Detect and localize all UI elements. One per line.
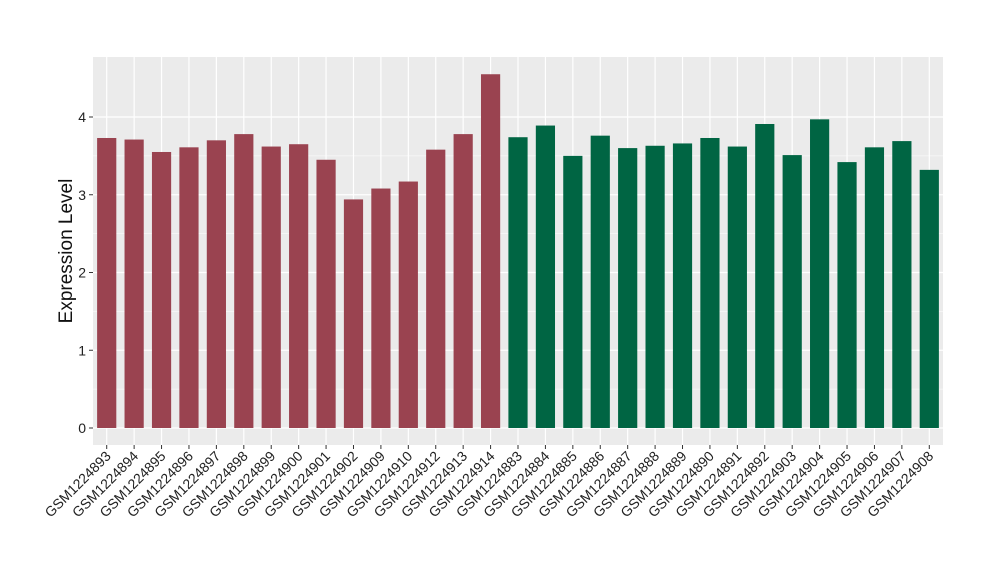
bar bbox=[206, 140, 226, 428]
bar bbox=[535, 125, 556, 429]
bar bbox=[124, 139, 144, 429]
bar bbox=[151, 151, 172, 429]
y-tick-label: 4 bbox=[78, 109, 86, 125]
bar-series bbox=[97, 74, 939, 429]
bar bbox=[426, 149, 446, 428]
bar bbox=[782, 155, 802, 428]
bar bbox=[755, 123, 775, 428]
y-tick-label: 3 bbox=[78, 187, 86, 203]
bar bbox=[727, 146, 747, 429]
bar bbox=[810, 119, 830, 429]
bar bbox=[892, 141, 912, 429]
bar bbox=[316, 159, 336, 428]
bar bbox=[864, 147, 885, 428]
bar bbox=[837, 162, 857, 428]
y-axis: 0 1 2 3 4 bbox=[78, 109, 93, 436]
bar bbox=[343, 199, 364, 428]
bar bbox=[919, 169, 939, 428]
bar bbox=[618, 148, 638, 428]
bar bbox=[563, 155, 583, 428]
bar bbox=[672, 143, 693, 428]
bar bbox=[398, 181, 418, 428]
bar bbox=[453, 134, 473, 429]
bar bbox=[508, 137, 528, 428]
bar bbox=[480, 74, 501, 429]
bar bbox=[371, 188, 391, 428]
bar bbox=[97, 137, 117, 428]
y-tick-label: 1 bbox=[78, 342, 86, 358]
bar bbox=[645, 145, 665, 428]
bar bbox=[289, 144, 309, 428]
bar bbox=[179, 147, 199, 428]
bar bbox=[700, 137, 720, 428]
bar bbox=[590, 135, 610, 428]
y-tick-label: 2 bbox=[78, 265, 86, 281]
bar bbox=[234, 134, 254, 429]
x-axis: GSM1224893GSM1224894GSM1224895GSM1224896… bbox=[41, 445, 937, 520]
y-tick-label: 0 bbox=[78, 420, 86, 436]
y-axis-label: Expression Level bbox=[56, 179, 77, 324]
bar bbox=[261, 146, 281, 429]
